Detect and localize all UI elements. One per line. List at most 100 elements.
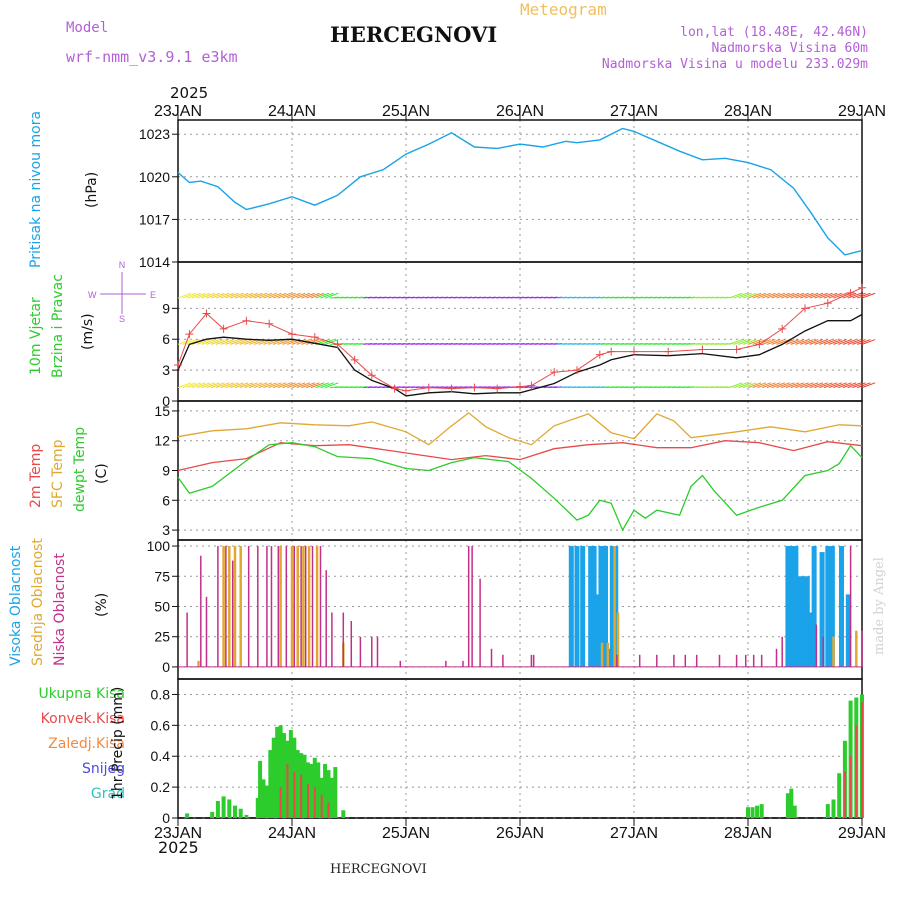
wind-barb <box>230 382 244 389</box>
wind-barb <box>225 292 239 299</box>
wind-barb <box>747 292 762 299</box>
wind-barb <box>852 292 866 299</box>
cloud-bar <box>822 636 824 667</box>
cloud-bar <box>376 636 379 667</box>
x-tick-label-bottom: 26JAN <box>496 825 544 842</box>
wind-barb <box>814 339 828 345</box>
wind-barb <box>258 382 273 389</box>
wind-barb <box>842 292 857 299</box>
cloud-bar <box>231 560 234 667</box>
wind-barb <box>733 292 748 299</box>
cloud-bar <box>838 546 844 667</box>
x-tick-label-top: 27JAN <box>610 103 658 120</box>
wind-barb <box>762 339 776 345</box>
cloud-bar <box>588 546 594 667</box>
wind-barb <box>833 292 847 299</box>
cloud-bar <box>793 546 799 667</box>
cloud-bar <box>735 654 738 667</box>
precip-bar <box>264 785 269 818</box>
wind-barb <box>776 382 790 389</box>
y-tick-label: 50 <box>154 598 170 614</box>
cloud-bar <box>277 546 280 667</box>
cloud-bar <box>342 612 345 667</box>
cloud-bar <box>532 654 535 667</box>
wind-barb <box>272 339 287 345</box>
x-tick-label-bottom: 28JAN <box>724 825 772 842</box>
model-label: Model <box>66 20 109 36</box>
cloud-bar <box>718 654 721 667</box>
wind-gust-marker <box>801 304 809 313</box>
wind-barb <box>728 382 743 389</box>
wind-barb <box>291 292 306 299</box>
wind-barb <box>215 382 230 389</box>
cloud-bar <box>222 546 225 667</box>
wind-barb <box>315 292 330 299</box>
cloud-bar <box>775 648 778 667</box>
wind-gust-marker <box>527 381 536 390</box>
y-tick-label: 9 <box>162 300 170 316</box>
wind-barb <box>766 382 781 389</box>
cloud-bar <box>371 636 373 667</box>
cloud-bar <box>445 660 447 667</box>
precip-bar <box>268 750 273 818</box>
wind-barb <box>187 382 201 389</box>
year-bottom: 2025 <box>158 838 199 857</box>
cloud-bar <box>257 546 259 667</box>
wind-barb <box>206 382 220 389</box>
y-tick-label: 1023 <box>139 126 170 142</box>
cloud-bar <box>781 636 783 667</box>
wind-barb <box>272 292 287 299</box>
dewpoint-line <box>177 442 863 532</box>
y-tick-label: 3 <box>162 362 170 378</box>
wind-barb <box>325 382 339 389</box>
wind-barb <box>747 339 762 345</box>
pressure-line <box>177 127 863 256</box>
precip-bar <box>323 763 328 818</box>
wind-barb <box>781 382 795 389</box>
compass-south: S <box>119 314 125 324</box>
precip-bar <box>255 797 260 818</box>
precip-bar <box>825 804 830 818</box>
y-tick-label: 0.8 <box>151 686 171 702</box>
cloud-bar <box>797 576 803 667</box>
year-top: 2025 <box>170 84 209 102</box>
wind-barb <box>833 339 847 345</box>
wind-gust-marker <box>493 384 502 393</box>
precip-bar <box>282 733 287 818</box>
cloud-bar <box>304 546 307 667</box>
x-tick-label-top: 29JAN <box>838 103 886 120</box>
wind-gust-marker <box>664 347 673 356</box>
wind-gust-marker <box>447 384 456 393</box>
cloud-bar <box>752 654 755 667</box>
cloud-bar <box>638 654 641 667</box>
cloud-bar <box>462 660 464 667</box>
wind-barb <box>785 339 800 345</box>
wind-barb <box>277 382 292 389</box>
wind-gust-marker <box>550 368 559 377</box>
wind-barb <box>196 339 211 345</box>
wind-barb <box>249 382 263 389</box>
wind-barb <box>781 292 795 299</box>
wind-gust-marker <box>755 340 764 349</box>
wind-barb <box>177 339 192 345</box>
precip-bar <box>293 771 296 818</box>
precip-bar <box>221 796 226 818</box>
compass-north: N <box>119 260 126 270</box>
compass-west: W <box>88 290 97 300</box>
cloud-bar <box>760 654 763 667</box>
wind-barb <box>182 382 197 389</box>
y-tick-label: 12 <box>154 433 170 449</box>
wind-barb <box>215 339 230 345</box>
wind-barb <box>325 292 339 299</box>
wind-barb <box>192 382 206 389</box>
cloud-bar <box>279 546 282 667</box>
wind-barb <box>287 382 301 389</box>
wind-barb <box>239 382 254 389</box>
wind-barb <box>828 292 843 299</box>
legend-freezing-precip: Zaledj.Kisa <box>48 736 125 752</box>
precip-bar <box>238 808 243 818</box>
cloud-bar <box>325 570 327 667</box>
wind-barb <box>291 339 306 345</box>
wind-barb <box>287 292 301 299</box>
cloud-bar <box>186 612 188 667</box>
